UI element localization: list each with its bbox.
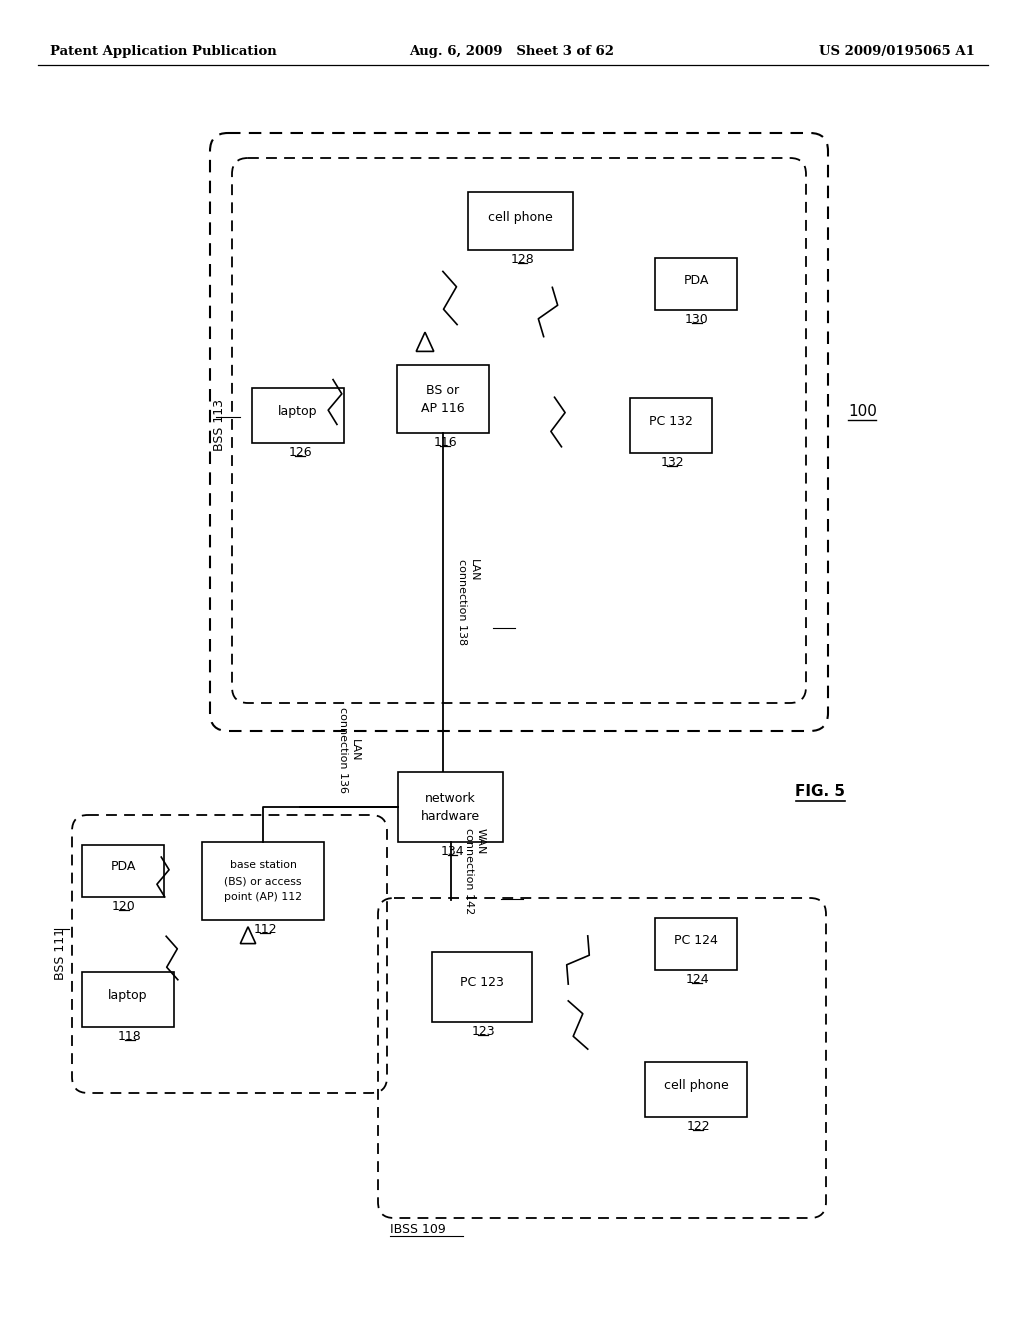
Text: 123: 123 [471,1026,495,1038]
Text: BSS 111: BSS 111 [54,928,67,979]
Bar [432,952,532,1022]
Text: IBSS 109: IBSS 109 [390,1224,445,1236]
Text: 134: 134 [440,845,464,858]
Text: PDA: PDA [111,861,136,874]
Bar [468,191,573,249]
Text: BSS 113: BSS 113 [213,399,226,451]
Text: PDA: PDA [683,273,709,286]
Bar [202,842,324,920]
Bar [655,257,737,310]
Text: 112: 112 [253,923,276,936]
Text: LAN
connection 138: LAN connection 138 [457,560,478,645]
Text: AP 116: AP 116 [421,401,465,414]
Text: 122: 122 [686,1119,710,1133]
Bar [398,772,503,842]
Bar [82,845,164,898]
Text: base station: base station [229,861,296,870]
Text: network: network [425,792,476,804]
Text: 130: 130 [685,313,709,326]
Text: 124: 124 [685,973,709,986]
Text: PC 124: PC 124 [674,933,718,946]
Text: WAN
connection 142: WAN connection 142 [465,828,486,915]
Text: 128: 128 [511,253,535,267]
Bar [655,917,737,970]
Text: 120: 120 [112,900,136,913]
Text: PC 132: PC 132 [649,414,693,428]
Text: US 2009/0195065 A1: US 2009/0195065 A1 [819,45,975,58]
Text: PC 123: PC 123 [460,977,504,990]
Bar [630,399,712,453]
Bar [645,1063,746,1117]
Text: BS or: BS or [426,384,460,396]
Text: 118: 118 [118,1030,142,1043]
Text: cell phone: cell phone [488,210,553,223]
Text: 116: 116 [433,436,457,449]
Text: (BS) or access: (BS) or access [224,876,302,886]
Text: LAN
connection 136: LAN connection 136 [338,708,359,793]
Text: 132: 132 [660,455,684,469]
Text: Patent Application Publication: Patent Application Publication [50,45,276,58]
Bar [252,388,344,444]
Text: hardware: hardware [421,809,480,822]
Text: cell phone: cell phone [664,1078,728,1092]
Text: 126: 126 [288,446,312,459]
Text: point (AP) 112: point (AP) 112 [224,892,302,902]
Text: 100: 100 [848,404,877,420]
Text: FIG. 5: FIG. 5 [795,784,845,800]
Text: laptop: laptop [109,989,147,1002]
Bar [82,972,174,1027]
Text: laptop: laptop [279,405,317,418]
Bar [397,366,489,433]
Text: Aug. 6, 2009   Sheet 3 of 62: Aug. 6, 2009 Sheet 3 of 62 [410,45,614,58]
